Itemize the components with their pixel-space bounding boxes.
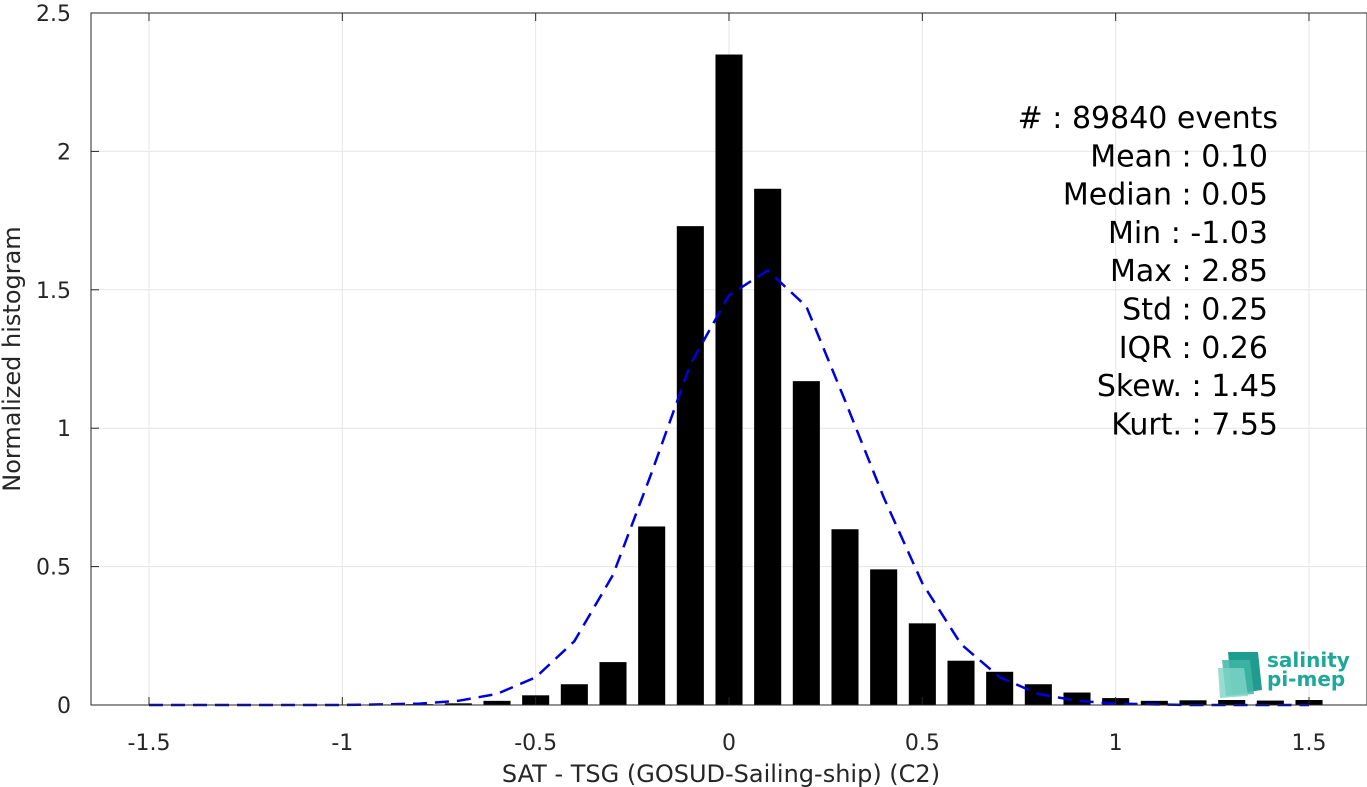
- histogram-bar: [1218, 700, 1246, 705]
- histogram-bar: [831, 529, 859, 705]
- x-tick-label: -0.5: [514, 731, 557, 756]
- histogram-bar: [1140, 700, 1168, 705]
- histogram-bar: [792, 381, 820, 705]
- x-tick-label: -1.5: [128, 731, 171, 756]
- y-tick-label: 2: [57, 140, 71, 165]
- histogram-bar: [1179, 700, 1207, 705]
- histogram-bar: [444, 703, 472, 705]
- stat-line: Max : 2.85: [1110, 254, 1268, 289]
- histogram-bar: [715, 54, 743, 705]
- y-tick-label: 0.5: [36, 556, 71, 581]
- stat-line: Min : -1.03: [1108, 216, 1268, 251]
- x-axis-label: SAT - TSG (GOSUD-Sailing-ship) (C2): [502, 760, 940, 787]
- y-axis-ticks: 0 0.5 1 1.5 2 2.5: [36, 2, 99, 719]
- x-tick-label: 1.5: [1292, 731, 1327, 756]
- x-tick-label: -1: [331, 731, 353, 756]
- x-tick-label: 1: [1109, 731, 1123, 756]
- x-tick-label: 0.5: [905, 731, 940, 756]
- histogram-bar: [870, 569, 898, 705]
- histogram-bar: [947, 660, 975, 705]
- stat-line: Mean : 0.10: [1090, 139, 1268, 174]
- stat-line: Median : 0.05: [1063, 178, 1268, 213]
- histogram-bar: [676, 226, 704, 706]
- salinity-pi-mep-logo: salinity pi-mep: [1218, 648, 1350, 698]
- stat-line: # : 89840 events: [1018, 101, 1278, 136]
- histogram-bar: [908, 623, 936, 705]
- logo-text-pi-mep: pi-mep: [1267, 667, 1345, 691]
- stat-line: Kurt. : 7.55: [1111, 407, 1278, 442]
- logo-text-salinity: salinity: [1267, 648, 1350, 672]
- logo-icon: [1218, 652, 1262, 698]
- histogram-bar: [754, 188, 782, 705]
- fit-curve: [149, 268, 1309, 707]
- histogram-bar: [638, 526, 666, 705]
- y-tick-label: 0: [57, 694, 71, 719]
- x-axis-ticks: -1.5 -1 -0.5 0 0.5 1 1.5: [128, 13, 1327, 756]
- stat-line: IQR : 0.26: [1119, 331, 1268, 366]
- histogram-bar: [483, 700, 511, 705]
- y-tick-label: 1: [57, 417, 71, 442]
- stat-line: Skew. : 1.45: [1097, 369, 1278, 404]
- histogram-bar: [1256, 700, 1284, 705]
- stat-line: Std : 0.25: [1122, 293, 1268, 328]
- x-tick-label: 0: [722, 731, 736, 756]
- y-axis-label: Normalized histogram: [0, 226, 26, 491]
- histogram-bar: [560, 684, 588, 705]
- y-tick-label: 2.5: [36, 2, 71, 27]
- y-tick-label: 1.5: [36, 279, 71, 304]
- histogram-bar: [599, 662, 627, 705]
